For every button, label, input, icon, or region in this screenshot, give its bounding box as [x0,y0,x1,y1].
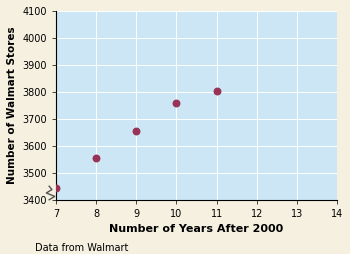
Point [93,156,99,160]
Point [214,89,219,93]
X-axis label: Number of Years After 2000: Number of Years After 2000 [110,224,284,234]
Point [174,101,179,105]
Point [134,129,139,133]
Text: Data from Walmart: Data from Walmart [35,243,128,253]
Point [53,186,59,190]
Y-axis label: Number of Walmart Stores: Number of Walmart Stores [7,27,17,184]
